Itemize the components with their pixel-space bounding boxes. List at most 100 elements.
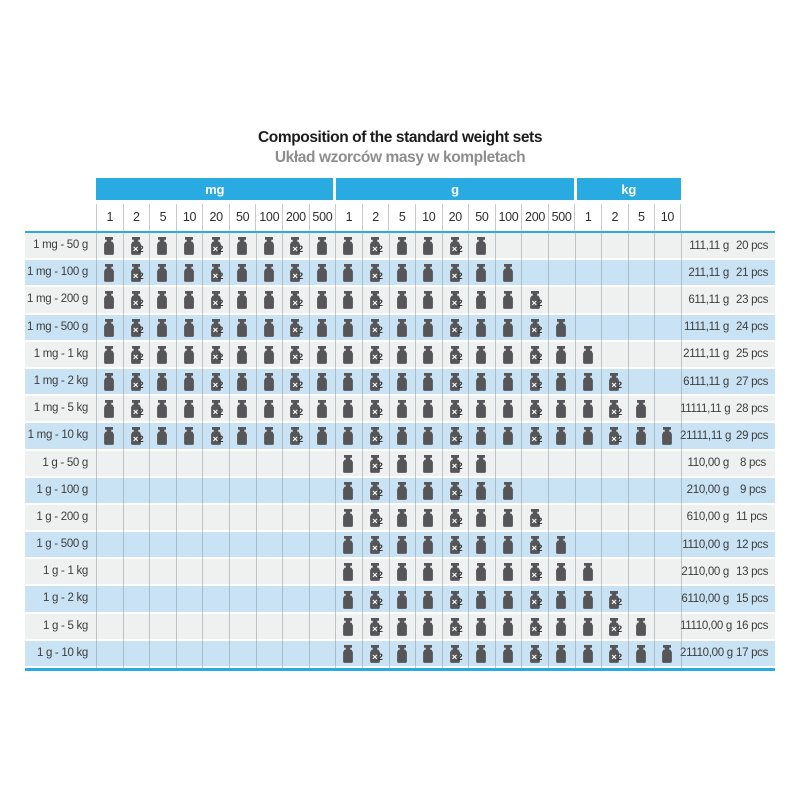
x2-mark: × [372,569,378,581]
x2-mark: × [372,352,378,364]
weight-icon [130,291,141,310]
x2-mark: × [372,488,378,500]
weight-cell [468,586,495,611]
denomination-header: 200 [282,204,309,231]
x2-mark: × [451,379,458,391]
weight-cell [149,315,176,340]
weight-cell: ×2 [362,423,389,448]
weight-cell [388,287,415,312]
empty-cell [176,559,203,584]
denomination-header: 100 [494,204,522,231]
weight-icon [582,590,593,609]
x2-count: 2 [297,243,304,255]
weight-icon [343,291,354,310]
weight-cell [309,369,336,394]
empty-cell [628,478,655,503]
empty-cell [149,505,176,530]
empty-cell [601,559,628,584]
row-label: 1 mg - 1 kg [33,347,89,360]
empty-cell [628,586,655,611]
x2-badge: ×2 [372,299,383,309]
weight-icon [556,373,567,391]
weight-cell: ×2 [202,396,229,421]
x2-count: 2 [537,298,543,310]
weight-cell [495,396,522,421]
x2-count: 2 [537,379,543,391]
x2-count: 2 [377,488,383,500]
table-row: 1 mg - 2 kg ×2 ×2 ×2 ×2 ×2 ×2 ×2 6111,11 g 27 pcs [25,368,775,395]
weight-cell [335,315,362,340]
weight-icon [343,508,354,527]
weight-cell [96,396,123,421]
weight-cell [628,614,655,639]
row-totals: 110,00 g 8 pcs [681,451,775,476]
x2-badge: ×2 [452,625,463,635]
x2-mark: × [451,624,458,636]
x2-badge: ×2 [133,272,144,282]
x2-badge: ×2 [292,326,303,336]
weight-cell [468,641,495,666]
x2-count: 2 [218,298,224,310]
x2-count: 2 [377,352,383,364]
empty-cell [176,478,203,503]
empty-cell [495,451,522,476]
x2-mark: × [451,243,458,255]
grid-line [415,233,417,668]
denomination-header: 50 [228,204,256,231]
x2-badge: ×2 [452,489,463,499]
empty-cell [202,614,229,639]
x2-count: 2 [457,406,463,418]
weight-icon [370,427,380,446]
empty-cell [654,287,681,312]
x2-count: 2 [377,298,383,310]
x2-mark: × [531,325,538,337]
weight-cell: ×2 [282,315,309,340]
empty-cell [601,233,628,258]
weight-icon [503,400,513,419]
empty-cell [628,451,655,476]
denomination-header: 100 [255,204,282,231]
weight-cell: ×2 [521,559,548,584]
weight-icon [449,291,460,310]
row-cells: ×2 ×2 ×2 ×2 ×2 ×2 [96,315,681,340]
row-cells: ×2 ×2 ×2 ×2 [96,614,681,639]
weight-icon [476,237,487,255]
weight-cell: ×2 [601,423,628,448]
x2-mark: × [212,270,219,282]
grid-line [494,233,496,668]
row-totals: 1111,11 g 24 pcs [681,315,775,340]
weight-icon [343,617,354,636]
weight-cell [415,369,442,394]
weight-icon [449,454,460,473]
weight-icon [423,345,434,364]
row-total-mass: 11111,11 g [680,402,731,415]
header-divider-line [25,231,775,233]
denomination-header: 1 [96,204,123,231]
weight-cell: ×2 [442,342,469,367]
x2-mark: × [372,597,378,609]
x2-badge: ×2 [611,598,622,608]
x2-mark: × [372,515,378,527]
weight-icon [184,237,194,255]
x2-count: 2 [218,243,224,255]
x2-badge: ×2 [372,408,383,418]
row-label: 1 mg - 50 g [33,239,88,251]
x2-mark: × [611,597,617,609]
weight-cell [335,559,362,584]
empty-cell [255,478,282,503]
weight-cell: ×2 [123,287,150,312]
weight-cell [468,614,495,639]
x2-count: 2 [377,597,383,609]
weight-icon [449,373,460,391]
row-total-mass: 110,00 g [687,457,729,470]
row-label: 1 g - 10 kg [36,646,88,659]
x2-mark: × [372,406,378,418]
weight-cell: ×2 [442,423,469,448]
x2-badge: ×2 [372,652,383,663]
x2-mark: × [292,434,298,445]
row-total-mass: 2111,11 g [683,348,729,361]
x2-count: 2 [218,379,224,391]
weight-cell [415,559,442,584]
weight-icon [423,508,434,527]
weight-cell: ×2 [601,396,628,421]
